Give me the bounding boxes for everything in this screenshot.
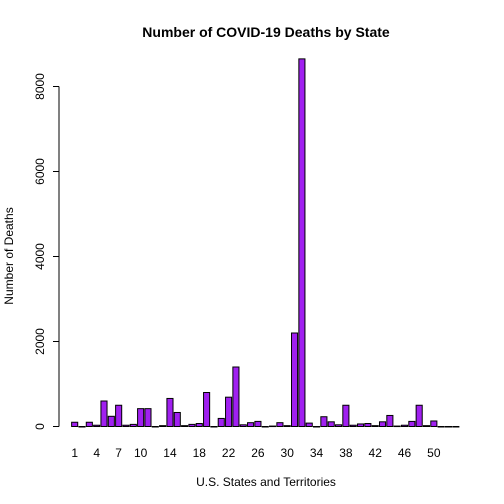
x-tick-label: 7 xyxy=(115,446,122,460)
bar-51 xyxy=(437,426,445,428)
x-tick-label: 18 xyxy=(193,446,207,460)
bar-40 xyxy=(356,423,365,428)
bar-34 xyxy=(313,426,321,428)
bar-35 xyxy=(320,416,328,428)
bar-32 xyxy=(298,58,306,428)
bar-5 xyxy=(100,400,108,427)
bar-2 xyxy=(78,426,86,428)
chart-title: Number of COVID-19 Deaths by State xyxy=(142,24,390,40)
bar-38 xyxy=(342,404,350,427)
x-tick-label: 38 xyxy=(339,446,353,460)
bar-20 xyxy=(210,426,218,428)
bar-10 xyxy=(137,408,145,427)
bar-46 xyxy=(400,424,409,428)
bar-37 xyxy=(335,424,343,427)
x-tick-label: 10 xyxy=(134,446,148,460)
y-axis-label: Number of Deaths xyxy=(2,207,16,304)
x-axis-label: U.S. States and Territories xyxy=(196,475,336,489)
y-axis: 0 2000 4000 6000 8000 xyxy=(33,73,60,430)
bar-43 xyxy=(378,421,387,428)
bar-36 xyxy=(327,421,335,428)
bar-41 xyxy=(364,423,372,427)
bar-18 xyxy=(195,423,203,427)
bar-22 xyxy=(225,396,233,428)
bar-48 xyxy=(415,404,423,427)
bar-50 xyxy=(430,420,438,428)
bar-31 xyxy=(291,332,299,427)
bar-21 xyxy=(217,417,225,428)
bar-14 xyxy=(166,397,174,428)
bar-30 xyxy=(283,425,291,427)
y-tick-label: 8000 xyxy=(33,73,47,100)
bar-33 xyxy=(305,422,313,428)
bar-19 xyxy=(203,392,211,427)
x-tick-label: 22 xyxy=(222,446,236,460)
bar-3 xyxy=(85,421,93,427)
y-tick-label: 2000 xyxy=(33,328,47,355)
y-tick-label: 0 xyxy=(33,423,47,430)
x-tick-label: 46 xyxy=(398,446,412,460)
bar-17 xyxy=(188,423,196,428)
bar-8 xyxy=(122,424,130,428)
bar-29 xyxy=(276,422,284,428)
bar-53 xyxy=(452,426,460,428)
x-tick-label: 4 xyxy=(93,446,100,460)
bar-49 xyxy=(422,425,431,427)
bar-42 xyxy=(371,425,379,427)
bar-24 xyxy=(239,424,247,427)
x-tick-labels: 1 4 7 10 14 18 22 26 30 34 38 42 46 50 xyxy=(71,446,441,460)
bar-7 xyxy=(115,404,123,427)
y-tick-label: 4000 xyxy=(33,243,47,270)
bar-11 xyxy=(144,408,152,427)
x-tick-label: 1 xyxy=(71,446,78,460)
bar-15 xyxy=(173,411,181,428)
bars xyxy=(71,58,460,428)
bar-1 xyxy=(71,421,79,427)
x-tick-label: 14 xyxy=(163,446,177,460)
bar-26 xyxy=(254,420,262,427)
bar-16 xyxy=(181,425,189,427)
bar-44 xyxy=(386,414,394,428)
bar-28 xyxy=(269,425,277,428)
x-tick-label: 26 xyxy=(251,446,265,460)
bar-39 xyxy=(349,424,357,428)
bar-27 xyxy=(261,426,269,428)
bar-45 xyxy=(393,425,401,428)
bar-9 xyxy=(129,423,137,428)
bar-47 xyxy=(408,420,416,427)
y-tick-label: 6000 xyxy=(33,158,47,185)
x-tick-label: 50 xyxy=(427,446,441,460)
x-tick-label: 42 xyxy=(369,446,383,460)
bar-4 xyxy=(93,424,101,428)
bar-23 xyxy=(232,366,240,427)
bar-12 xyxy=(151,426,159,428)
x-tick-label: 30 xyxy=(281,446,295,460)
bar-13 xyxy=(159,425,167,427)
bar-6 xyxy=(107,415,115,427)
x-tick-label: 34 xyxy=(310,446,324,460)
bar-52 xyxy=(444,426,453,428)
bar-25 xyxy=(247,422,255,428)
